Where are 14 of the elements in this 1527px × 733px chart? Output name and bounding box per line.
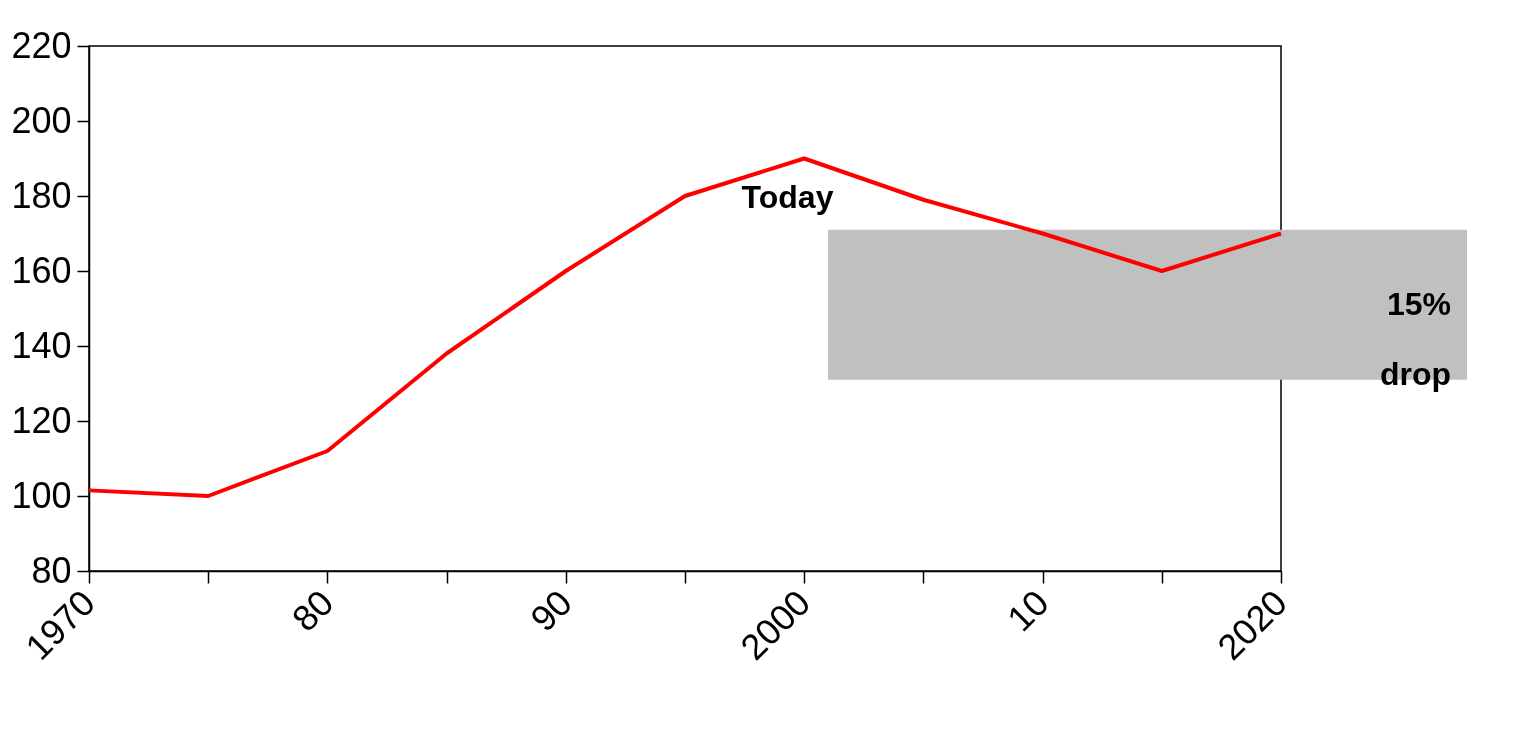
y-tick-label: 120 bbox=[11, 399, 72, 441]
x-tick-label: 10 bbox=[999, 581, 1057, 640]
y-tick-label: 220 bbox=[11, 24, 72, 66]
y-tick-label: 200 bbox=[11, 99, 72, 141]
y-tick-label: 80 bbox=[31, 549, 72, 591]
y-tick-label: 180 bbox=[11, 174, 72, 216]
y-tick-label: 100 bbox=[11, 474, 72, 516]
y-tick-label: 140 bbox=[11, 324, 72, 366]
band-label: 15% drop bbox=[1379, 285, 1451, 392]
x-tick-label: 90 bbox=[522, 581, 580, 640]
y-tick-label: 160 bbox=[11, 249, 72, 291]
line-series bbox=[87, 156, 1283, 498]
annotation: Today bbox=[741, 179, 834, 216]
x-tick-label: 80 bbox=[284, 581, 342, 640]
